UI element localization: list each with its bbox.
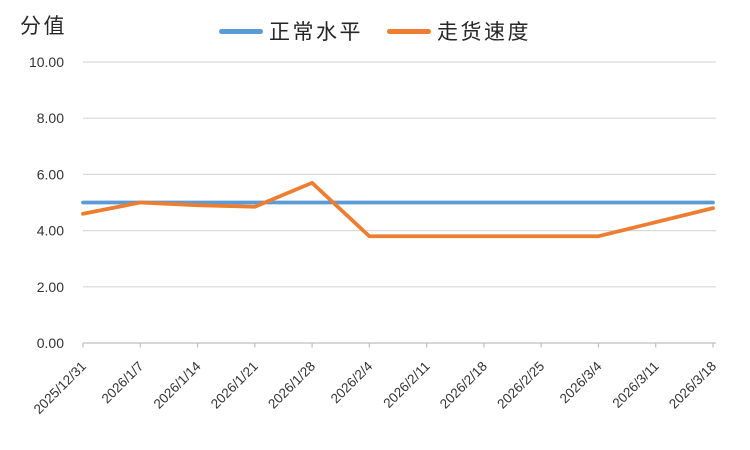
y-tick-label: 2.00 [37,279,64,295]
y-tick-label: 0.00 [37,335,64,351]
y-tick-label: 8.00 [37,110,64,126]
x-tick-label: 2026/3/4 [557,358,605,406]
y-tick-label: 4.00 [37,223,64,239]
x-tick-label: 2026/2/4 [328,358,376,406]
series-line-1 [81,180,715,239]
y-tick-label: 6.00 [37,166,64,182]
x-tick-label: 2026/1/21 [208,359,261,412]
legend-item-normal-level: 正常水平 [219,16,363,46]
x-tick-label: 2026/1/28 [265,359,318,412]
x-tick-label: 2026/3/18 [666,359,719,412]
x-tick-label: 2026/2/18 [437,359,490,412]
x-tick-label: 2026/2/11 [380,359,432,411]
legend-line-swatch-orange [387,28,431,34]
y-tick-label: 10.00 [29,54,64,70]
x-tick-label: 2026/1/7 [99,359,147,407]
x-tick-label: 2026/2/25 [494,359,547,412]
chart-legend: 正常水平 走货速度 [0,17,750,45]
x-tick-label: 2026/3/11 [609,359,661,411]
legend-line-swatch-blue [219,28,263,34]
x-tick-label: 2026/1/14 [151,358,204,411]
legend-item-shipping-speed: 走货速度 [387,16,531,46]
legend-label-normal-level: 正常水平 [269,21,363,44]
y-axis-title: 分值 [20,15,67,38]
legend-label-shipping-speed: 走货速度 [437,21,531,44]
x-tick-label: 2025/12/31 [31,359,89,417]
